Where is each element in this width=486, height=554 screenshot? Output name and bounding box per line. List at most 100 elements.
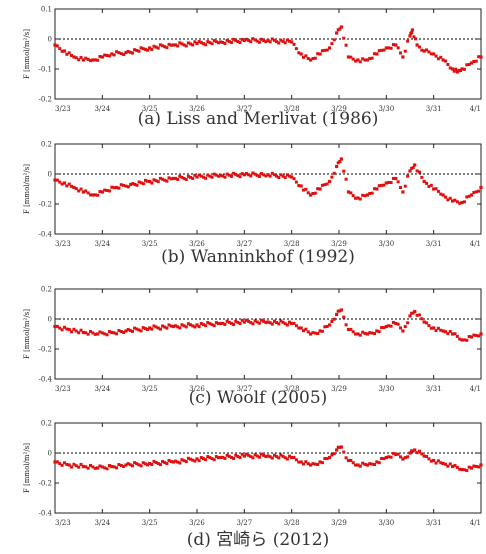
data-point-marker [344, 323, 348, 327]
data-point-marker [458, 337, 462, 341]
data-point-marker [107, 54, 111, 58]
data-series [53, 157, 483, 205]
data-point-marker [158, 176, 162, 180]
data-point-marker [444, 330, 447, 334]
data-point-marker [163, 178, 167, 182]
data-point-marker [110, 185, 114, 189]
data-point-marker [406, 174, 410, 178]
data-point-marker [387, 455, 391, 459]
data-point-marker [234, 453, 238, 457]
x-tick-label: 3/26 [189, 240, 205, 248]
data-point-marker [420, 317, 424, 321]
data-point [124, 50, 128, 55]
data-point-marker [283, 41, 287, 45]
x-tick-label: 3/31 [426, 240, 442, 248]
data-point-marker [302, 462, 305, 466]
data-point-marker [223, 175, 227, 179]
data-point-marker [253, 172, 257, 176]
data-point [356, 58, 360, 62]
data-point-marker [391, 176, 395, 180]
data-point-marker [212, 324, 216, 328]
data-point-marker [363, 194, 367, 198]
data-point-marker [358, 60, 362, 64]
data-point-marker [60, 182, 64, 186]
y-tick-label: -0.2 [39, 201, 53, 209]
data-point-marker [186, 322, 190, 326]
data-point-marker [436, 189, 440, 193]
data-point-marker [294, 180, 298, 184]
data-point-marker [358, 464, 362, 468]
data-point-marker [236, 174, 240, 178]
data-point-marker [98, 330, 102, 334]
data-point-marker [338, 160, 342, 163]
data-point-marker [204, 324, 208, 328]
data-point-marker [279, 173, 283, 177]
data-point [81, 58, 85, 62]
data-point-marker [126, 462, 130, 466]
data-point-marker [253, 38, 257, 42]
data-point-marker [158, 463, 162, 467]
data-point-marker [130, 51, 134, 55]
data-point-marker [100, 331, 104, 335]
data-point-marker [103, 466, 107, 470]
data-point-marker [444, 462, 447, 466]
data-point-marker [89, 463, 92, 467]
data-point-marker [297, 184, 301, 188]
data-point-marker [210, 175, 214, 179]
data-point [290, 455, 294, 460]
data-point [309, 193, 313, 197]
data-point-marker [260, 172, 264, 176]
data-point [327, 455, 332, 460]
data-point-marker [363, 331, 367, 335]
data-point-marker [176, 460, 180, 464]
data-point-marker [415, 451, 419, 455]
data-point-marker [251, 171, 255, 175]
x-tick-label: 3/23 [55, 385, 71, 393]
x-tick-label: 3/24 [94, 519, 110, 527]
data-point-marker [117, 463, 121, 467]
data-point-marker [417, 170, 421, 174]
data-point-marker [272, 319, 276, 323]
data-point-marker [344, 456, 348, 460]
data-point-marker [244, 452, 248, 456]
data-point [375, 460, 379, 464]
data-point-marker [448, 66, 452, 70]
data-point-marker [189, 457, 193, 461]
data-point-marker [169, 460, 173, 464]
data-point-marker [363, 58, 367, 62]
data-point-marker [288, 320, 292, 324]
panel-caption: (c) Woolf (2005) [189, 388, 328, 408]
data-point-marker [206, 40, 210, 44]
data-point-marker [262, 453, 266, 457]
data-point-marker [163, 325, 167, 329]
data-point [195, 175, 199, 179]
data-point-marker [201, 42, 205, 46]
data-point-marker [255, 320, 259, 324]
data-point-marker [103, 53, 107, 57]
data-point [479, 463, 483, 467]
data-point-marker [264, 455, 268, 459]
data-point-marker [448, 329, 452, 333]
data-point-marker [214, 173, 218, 177]
data-point-marker [158, 43, 162, 47]
data-point-marker [434, 329, 438, 333]
data-point-marker [58, 462, 62, 466]
data-point-marker [338, 27, 342, 31]
data-point-marker [119, 183, 123, 187]
data-point-marker [70, 330, 74, 334]
data-point-marker [302, 188, 305, 192]
data-point-marker [182, 459, 186, 463]
data-point-marker [112, 465, 116, 469]
data-point-marker [128, 463, 132, 467]
data-point [394, 43, 398, 47]
data-point [384, 324, 388, 329]
data-point-marker [292, 321, 296, 325]
data-point-marker [255, 454, 259, 458]
data-point [219, 173, 223, 178]
data-point-marker [208, 174, 212, 178]
data-point [460, 67, 464, 71]
data-point-marker [238, 41, 242, 45]
data-point-marker [191, 43, 195, 47]
y-axis-label: F [mmol/m²/s] [23, 29, 31, 79]
